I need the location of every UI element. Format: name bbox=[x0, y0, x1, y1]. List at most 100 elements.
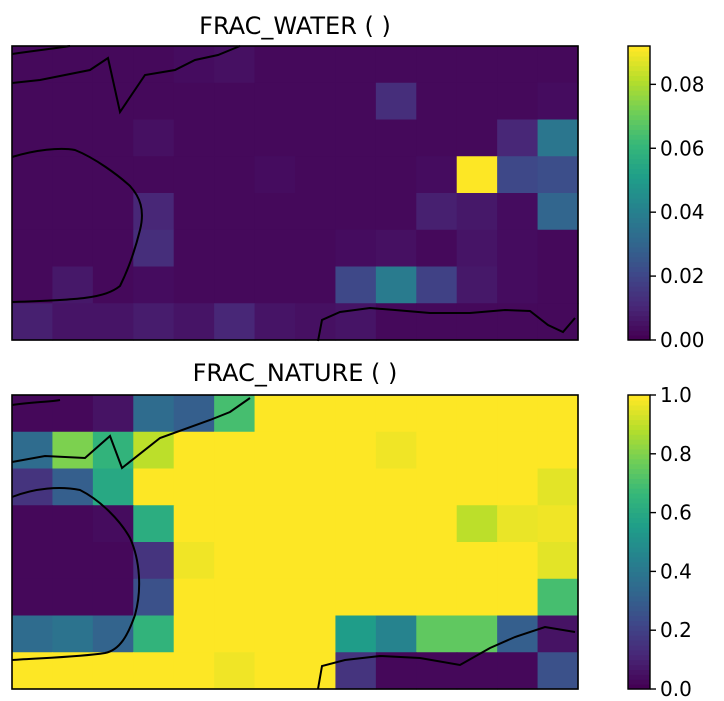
heatmap-cell bbox=[254, 266, 296, 304]
heatmap-cell bbox=[537, 82, 579, 121]
heatmap-cell bbox=[254, 82, 296, 121]
colorbar-segment bbox=[628, 537, 650, 543]
colorbar-segment bbox=[628, 266, 650, 272]
colorbar-segment bbox=[628, 522, 650, 528]
colorbar-segment bbox=[628, 399, 650, 406]
colorbar-segment bbox=[628, 276, 650, 282]
heatmap-cell bbox=[133, 542, 175, 580]
heatmap-cell bbox=[456, 431, 498, 470]
heatmap-cell bbox=[214, 395, 256, 433]
colorbar-segment bbox=[628, 684, 650, 690]
coastline-contour bbox=[317, 625, 576, 690]
heatmap-cell bbox=[375, 46, 417, 84]
colorbar-segment bbox=[628, 237, 650, 243]
heatmap-cell bbox=[295, 542, 337, 580]
colorbar-segment bbox=[628, 414, 650, 421]
heatmap-cell bbox=[375, 395, 417, 433]
heatmap-cell bbox=[92, 395, 134, 433]
colorbar-segment bbox=[628, 109, 650, 116]
heatmap-cell bbox=[497, 82, 539, 121]
heatmap-cell bbox=[12, 82, 54, 121]
heatmap-cell bbox=[375, 542, 417, 580]
heatmap-cell bbox=[537, 652, 579, 690]
colorbar-tick-label: 0.2 bbox=[660, 618, 692, 642]
heatmap-cell bbox=[12, 615, 54, 653]
colorbar-segment bbox=[628, 630, 650, 636]
colorbar-segment bbox=[628, 576, 650, 582]
colorbar-segment bbox=[628, 271, 650, 277]
colorbar-segment bbox=[628, 512, 650, 519]
colorbar-segment bbox=[628, 153, 650, 160]
colorbar-segment bbox=[628, 497, 650, 504]
heatmap-cell bbox=[133, 615, 175, 653]
heatmap-cell bbox=[173, 156, 215, 194]
heatmap-cell bbox=[133, 193, 175, 231]
colorbar-segment bbox=[628, 468, 650, 474]
colorbar-segment bbox=[628, 46, 650, 52]
heatmap-cell bbox=[295, 82, 337, 121]
heatmap-cell bbox=[335, 82, 377, 121]
colorbar-tick-label: 0.00 bbox=[660, 328, 705, 352]
heatmap-cell bbox=[52, 82, 94, 121]
colorbar-segment bbox=[628, 320, 650, 326]
heatmap-cell bbox=[214, 46, 256, 84]
heatmap-cell bbox=[173, 468, 215, 506]
colorbar-frame bbox=[627, 45, 651, 341]
coastline-contour bbox=[11, 399, 61, 406]
colorbar-segment bbox=[628, 669, 650, 675]
colorbar-segment bbox=[628, 556, 650, 563]
colorbar-segment bbox=[628, 620, 650, 626]
heatmap-cell bbox=[456, 193, 498, 231]
colorbar-segment bbox=[628, 65, 650, 72]
colorbar-segment bbox=[628, 507, 650, 514]
heatmap-cell bbox=[416, 505, 458, 543]
heatmap-cell bbox=[12, 303, 54, 341]
colorbar-segment bbox=[628, 581, 650, 587]
heatmap-cell bbox=[335, 542, 377, 580]
heatmap-cell bbox=[295, 119, 337, 157]
heatmap-cell bbox=[214, 229, 256, 268]
heatmap-cell bbox=[416, 303, 458, 341]
colorbar-tick-label: 0.08 bbox=[660, 72, 705, 96]
colorbar-segment bbox=[628, 183, 650, 189]
colorbar-segment bbox=[628, 178, 650, 184]
heatmap-cell bbox=[375, 578, 417, 617]
colorbar-segment bbox=[628, 99, 650, 106]
heatmap-cell bbox=[295, 395, 337, 433]
heatmap-cell bbox=[173, 652, 215, 690]
colorbar-segment bbox=[628, 134, 650, 140]
heatmap-cell bbox=[456, 395, 498, 433]
colorbar-segment bbox=[628, 644, 650, 651]
heatmap-cell bbox=[12, 431, 54, 470]
heatmap-frac-nature bbox=[12, 395, 579, 690]
heatmap-cell bbox=[133, 119, 175, 157]
heatmap-cell bbox=[537, 266, 579, 304]
colorbar-segment bbox=[628, 674, 650, 680]
heatmap-cell bbox=[497, 119, 539, 157]
heatmap-cell bbox=[537, 615, 579, 653]
heatmap-cell bbox=[254, 193, 296, 231]
heatmap-cell bbox=[335, 193, 377, 231]
heatmap-cell bbox=[133, 229, 175, 268]
panel-frac-nature: FRAC_NATURE ( ) 0.0 0.2 0.4 0.6 0.8 1.0 bbox=[11, 359, 692, 701]
colorbar-segment bbox=[628, 50, 650, 57]
heatmap-cell bbox=[375, 431, 417, 470]
heatmap-cell bbox=[375, 156, 417, 194]
colorbar-segment bbox=[628, 458, 650, 465]
colorbar-segment bbox=[628, 188, 650, 194]
heatmap-cell bbox=[12, 156, 54, 194]
colorbar-segment bbox=[628, 251, 650, 258]
heatmap-cell bbox=[254, 652, 296, 690]
colorbar-segment bbox=[628, 168, 650, 174]
colorbar-segment bbox=[628, 591, 650, 597]
heatmap-cell bbox=[497, 303, 539, 341]
heatmap-cell bbox=[214, 303, 256, 341]
colorbar-segment bbox=[628, 305, 650, 312]
heatmap-cell bbox=[173, 505, 215, 543]
plot-title-frac-water: FRAC_WATER ( ) bbox=[199, 12, 391, 40]
coastline-contour bbox=[317, 306, 576, 342]
heatmap-cell bbox=[92, 266, 134, 304]
heatmap-cell bbox=[214, 652, 256, 690]
colorbar-segment bbox=[628, 478, 650, 484]
